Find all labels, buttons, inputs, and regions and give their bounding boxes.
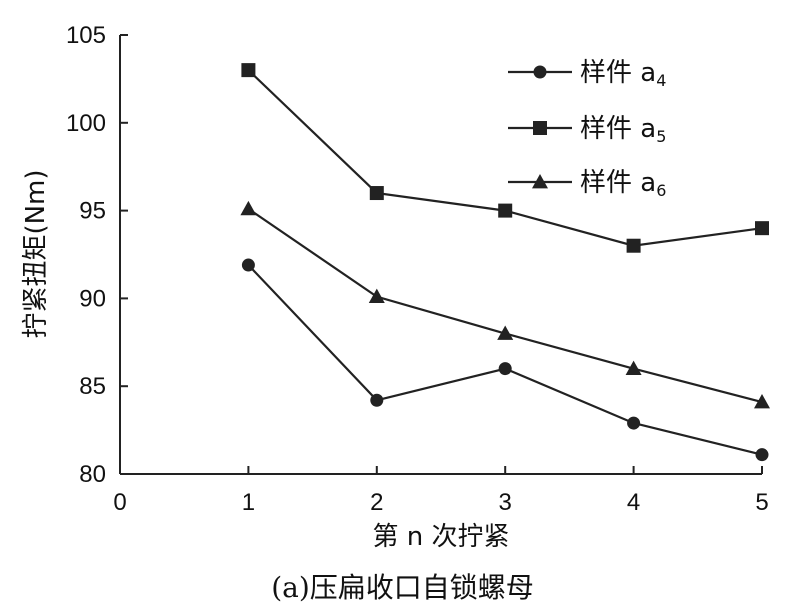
data-point — [533, 65, 547, 79]
data-point — [754, 394, 770, 409]
y-tick-label: 95 — [79, 198, 106, 225]
data-point — [627, 416, 641, 430]
data-point — [533, 121, 547, 135]
legend-subscript: 4 — [656, 71, 666, 90]
series-group — [241, 63, 769, 253]
y-tick-label: 100 — [66, 110, 106, 137]
data-point — [368, 288, 385, 304]
data-point — [755, 448, 769, 462]
legend-subscript: 5 — [656, 127, 666, 146]
x-tick-label: 1 — [242, 489, 255, 516]
data-point — [241, 258, 255, 272]
series-layer — [240, 63, 770, 462]
x-tick-label: 0 — [113, 489, 126, 516]
x-tick-label: 2 — [370, 489, 383, 516]
x-tick-label: 3 — [499, 489, 512, 516]
data-point — [240, 200, 257, 216]
data-point — [370, 393, 384, 407]
data-point — [626, 238, 641, 253]
x-tick-label: 4 — [627, 489, 640, 516]
legend-item: 样件 a4 — [508, 58, 666, 90]
x-ticks: 0 1 2 3 4 5 — [113, 466, 769, 516]
legend-subscript: 6 — [656, 181, 666, 200]
data-point — [532, 174, 548, 189]
legend: 样件 a4 样件 a5 样件 a6 — [508, 58, 666, 200]
axes: 0 1 2 3 4 5 80 85 90 95 100 105 — [66, 22, 769, 516]
data-point — [497, 325, 514, 340]
y-tick-label: 80 — [79, 461, 106, 488]
data-point — [498, 203, 513, 218]
x-tick-label: 5 — [755, 489, 768, 516]
y-tick-label: 85 — [79, 373, 106, 400]
legend-item: 样件 a6 — [508, 168, 666, 200]
data-point — [241, 63, 256, 78]
data-point — [625, 360, 642, 376]
y-tick-label: 90 — [79, 285, 106, 312]
legend-item: 样件 a5 — [508, 114, 666, 146]
y-axis-title: 拧紧扭矩(Nm) — [21, 169, 51, 338]
y-ticks: 80 85 90 95 100 105 — [66, 22, 128, 488]
legend-label: 样件 a5 — [580, 114, 666, 146]
figure-caption: (a)压扁收口自锁螺母 — [271, 571, 534, 604]
data-point — [755, 221, 769, 236]
series-group — [241, 258, 769, 462]
x-axis-title: 第 n 次拧紧 — [372, 522, 509, 552]
series-group — [240, 200, 770, 409]
series-line — [247, 69, 763, 247]
y-tick-label: 105 — [66, 22, 106, 49]
legend-label: 样件 a6 — [580, 168, 666, 200]
series-line — [247, 264, 763, 456]
legend-label: 样件 a4 — [580, 58, 666, 90]
data-point — [369, 186, 384, 201]
data-point — [498, 362, 512, 376]
